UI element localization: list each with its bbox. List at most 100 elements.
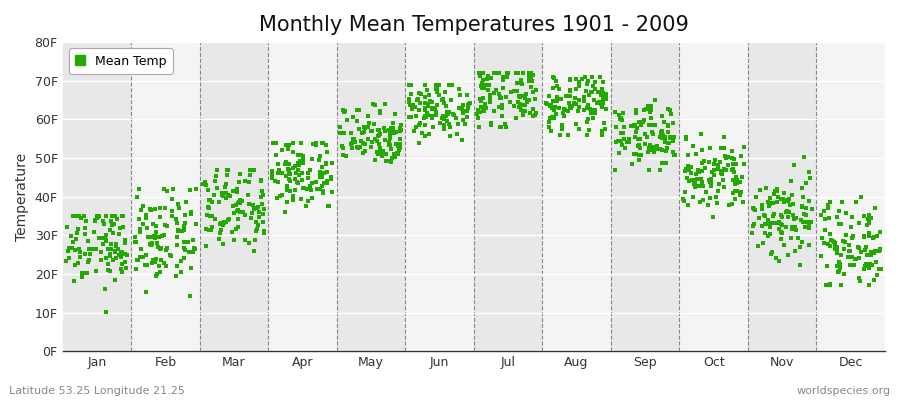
Point bbox=[361, 136, 375, 142]
Point bbox=[702, 158, 716, 165]
Point bbox=[668, 152, 682, 158]
Point bbox=[595, 104, 609, 110]
Point bbox=[71, 226, 86, 232]
Point bbox=[759, 185, 773, 191]
Point bbox=[688, 180, 702, 186]
Point bbox=[104, 246, 118, 252]
Point bbox=[402, 101, 417, 108]
Legend: Mean Temp: Mean Temp bbox=[68, 48, 173, 74]
Point bbox=[216, 241, 230, 247]
Point bbox=[644, 109, 658, 115]
Point bbox=[747, 220, 761, 227]
Point bbox=[539, 99, 554, 106]
Point bbox=[585, 89, 599, 95]
Point bbox=[387, 151, 401, 157]
Point bbox=[439, 109, 454, 115]
Point bbox=[715, 168, 729, 174]
Point bbox=[425, 104, 439, 111]
Point bbox=[862, 230, 877, 236]
Point bbox=[868, 248, 882, 254]
Point bbox=[104, 218, 118, 224]
Point bbox=[108, 248, 122, 254]
Point bbox=[577, 106, 591, 113]
Point bbox=[642, 145, 656, 152]
Point bbox=[413, 120, 428, 126]
Point bbox=[337, 130, 351, 136]
Point bbox=[348, 139, 363, 146]
Point bbox=[386, 120, 400, 126]
Point bbox=[98, 309, 112, 315]
Point bbox=[207, 216, 221, 222]
Point bbox=[441, 111, 455, 117]
Point bbox=[428, 104, 442, 111]
Point bbox=[628, 107, 643, 113]
Point bbox=[864, 248, 878, 255]
Point bbox=[243, 172, 257, 178]
Point bbox=[544, 114, 559, 120]
Point bbox=[418, 106, 432, 113]
Point bbox=[202, 197, 216, 204]
Point bbox=[99, 254, 113, 261]
Point bbox=[377, 124, 392, 131]
Point bbox=[352, 107, 366, 113]
Point bbox=[722, 202, 736, 208]
Point bbox=[435, 96, 449, 103]
Point bbox=[301, 170, 315, 176]
Point bbox=[755, 202, 770, 208]
Point bbox=[354, 138, 368, 145]
Point bbox=[862, 218, 877, 224]
Point bbox=[694, 131, 708, 137]
Point bbox=[110, 216, 124, 222]
Point bbox=[248, 219, 263, 225]
Point bbox=[472, 73, 487, 80]
Point bbox=[456, 110, 471, 116]
Point bbox=[716, 166, 731, 172]
Point bbox=[421, 103, 436, 109]
Point bbox=[695, 179, 709, 185]
Point bbox=[774, 229, 788, 235]
Point bbox=[859, 244, 873, 250]
Point bbox=[210, 166, 224, 173]
Point bbox=[201, 186, 215, 193]
Point bbox=[102, 267, 116, 273]
Point bbox=[373, 144, 387, 151]
Point bbox=[763, 195, 778, 201]
Point bbox=[652, 134, 667, 140]
Point bbox=[233, 170, 248, 177]
Point bbox=[174, 258, 188, 264]
Point bbox=[212, 236, 227, 243]
Point bbox=[199, 226, 213, 232]
Point bbox=[79, 270, 94, 276]
Point bbox=[830, 247, 844, 253]
Point bbox=[272, 166, 286, 173]
Point bbox=[793, 244, 807, 251]
Point bbox=[768, 188, 782, 194]
Point bbox=[295, 160, 310, 166]
Point bbox=[309, 139, 323, 146]
Point bbox=[792, 262, 806, 268]
Point bbox=[572, 83, 586, 90]
Point bbox=[147, 233, 161, 240]
Point bbox=[678, 168, 692, 174]
Point bbox=[598, 91, 613, 97]
Point bbox=[92, 213, 106, 219]
Point bbox=[822, 215, 836, 222]
Point bbox=[655, 160, 670, 167]
Point bbox=[283, 171, 297, 177]
Point bbox=[572, 126, 586, 133]
Point bbox=[456, 102, 471, 108]
Point bbox=[233, 197, 248, 204]
Point bbox=[856, 212, 870, 219]
Point bbox=[704, 182, 718, 189]
Point bbox=[374, 108, 388, 114]
Point bbox=[749, 193, 763, 200]
Point bbox=[111, 246, 125, 253]
Point bbox=[366, 120, 381, 127]
Point bbox=[869, 259, 884, 265]
Point bbox=[713, 159, 727, 165]
Point bbox=[279, 142, 293, 149]
Point bbox=[452, 105, 466, 111]
Point bbox=[596, 93, 610, 99]
Point bbox=[144, 240, 158, 247]
Point bbox=[75, 274, 89, 280]
